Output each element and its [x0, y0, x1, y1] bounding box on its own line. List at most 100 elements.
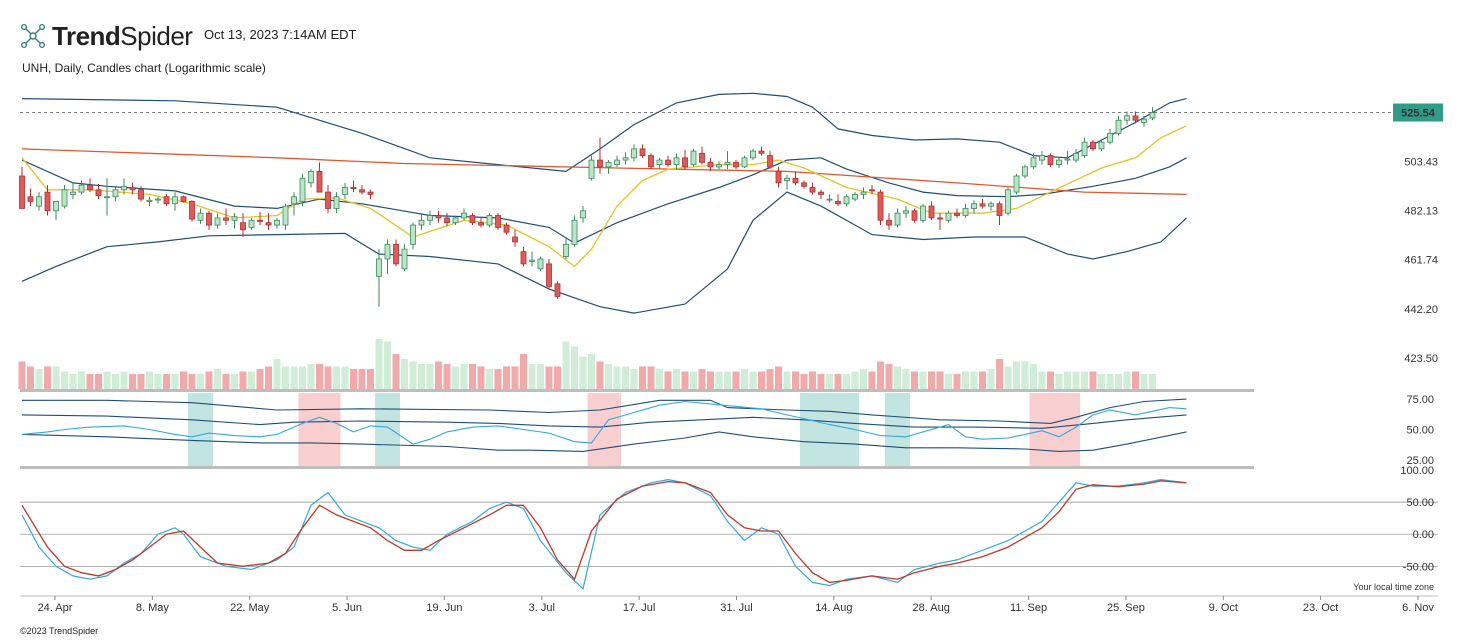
volume-bar: [894, 366, 901, 389]
candle-body: [860, 191, 867, 195]
volume-bar: [231, 374, 238, 389]
volume-bar: [341, 366, 349, 389]
volume-bar: [1055, 374, 1063, 389]
candle-body: [546, 263, 552, 287]
candle-body: [903, 210, 909, 214]
volume-bar: [1013, 361, 1020, 389]
candle-body: [1039, 155, 1045, 161]
pane-divider: [20, 389, 1254, 392]
logo-icon: [21, 24, 46, 49]
volume-bar: [639, 366, 646, 389]
volume-bar: [1047, 371, 1054, 389]
x-axis-tick: 31. Jul: [720, 602, 752, 614]
rsi-axis-tick: 75.00: [1406, 394, 1434, 406]
price-axis-tick: 482.13: [1404, 205, 1438, 217]
last-price-label: 525.54: [1401, 108, 1436, 120]
x-axis-tick: 14. Aug: [815, 602, 852, 614]
candle-body: [639, 148, 646, 156]
candle-body: [614, 159, 620, 165]
candle-body: [1141, 118, 1147, 123]
candle-body: [461, 212, 467, 219]
volume-bar: [452, 366, 459, 389]
volume-bar: [936, 371, 944, 389]
candle-body: [401, 248, 408, 270]
x-axis-tick: 11. Sep: [1010, 602, 1047, 614]
candle-body: [138, 189, 144, 200]
candle-body: [605, 161, 612, 168]
volume-bar: [511, 366, 519, 389]
volume-bar: [350, 369, 357, 389]
candle-body: [367, 191, 374, 195]
candle-body: [945, 212, 952, 221]
volume-bar: [605, 364, 612, 389]
candle-body: [1030, 157, 1037, 168]
volume-bar: [503, 366, 510, 389]
candle-body: [818, 191, 824, 195]
candle-body: [1005, 189, 1011, 214]
candle-body: [648, 155, 654, 168]
volume-bar: [273, 359, 281, 389]
volume-bar: [724, 371, 731, 389]
volume-bar: [375, 339, 383, 389]
candle-body: [580, 210, 586, 219]
volume-bar: [52, 366, 60, 389]
volume-bar: [171, 374, 179, 389]
x-axis-tick: 9. Oct: [1209, 602, 1238, 614]
timezone-note: Your local time zone: [1353, 582, 1434, 592]
candle-body: [308, 171, 314, 184]
candle-body: [1124, 115, 1130, 121]
volume-bar: [214, 369, 221, 389]
candle-body: [826, 198, 833, 201]
volume-bar: [1038, 371, 1046, 389]
volume-bar: [44, 366, 51, 389]
volume-bar: [707, 371, 714, 389]
volume-bar: [146, 371, 153, 389]
candle-body: [350, 187, 357, 190]
candle-body: [342, 187, 348, 195]
candle-body: [835, 201, 841, 205]
candle-body: [1115, 119, 1122, 134]
volume-bar: [962, 371, 969, 389]
chart-timestamp: Oct 13, 2023 7:14AM EDT: [204, 27, 357, 42]
candle-body: [325, 191, 331, 209]
volume-bar: [834, 374, 842, 389]
volume-bar: [783, 371, 791, 389]
volume-bar: [265, 366, 272, 389]
candle-body: [588, 159, 595, 179]
trendspider-logo: TrendSpider: [20, 20, 193, 52]
candle-body: [512, 236, 518, 243]
rsi-axis-tick: 50.00: [1406, 425, 1434, 437]
candle-body: [937, 217, 943, 220]
candle-body: [418, 219, 425, 226]
candle-body: [121, 185, 127, 191]
candle-body: [495, 215, 501, 228]
volume-bar: [613, 366, 621, 389]
volume-bar: [537, 364, 544, 389]
candle-body: [911, 210, 918, 221]
rsi-band-upper: [22, 398, 1187, 424]
candle-body: [197, 212, 204, 221]
pane-divider: [20, 466, 1254, 469]
candle-body: [155, 198, 161, 201]
volume-bar: [248, 371, 255, 389]
volume-bar: [545, 366, 553, 389]
candle-body: [112, 189, 119, 198]
volume-bar: [860, 369, 867, 389]
volume-bar: [333, 366, 340, 389]
rsi-band-lower: [21, 431, 1187, 452]
candle-body: [554, 283, 561, 297]
candle-body: [452, 217, 459, 224]
candle-body: [784, 177, 790, 181]
candle-body: [53, 201, 59, 212]
x-axis-tick: 8. May: [136, 602, 170, 614]
candle-body: [291, 196, 297, 205]
x-axis-tick: 28. Aug: [913, 602, 950, 614]
candle-body: [971, 203, 977, 209]
volume-bar: [792, 371, 799, 389]
volume-bar: [571, 346, 578, 389]
volume-bar: [78, 371, 85, 389]
candle-body: [877, 191, 884, 221]
candle-body: [19, 175, 25, 209]
volume-bar: [435, 361, 442, 389]
